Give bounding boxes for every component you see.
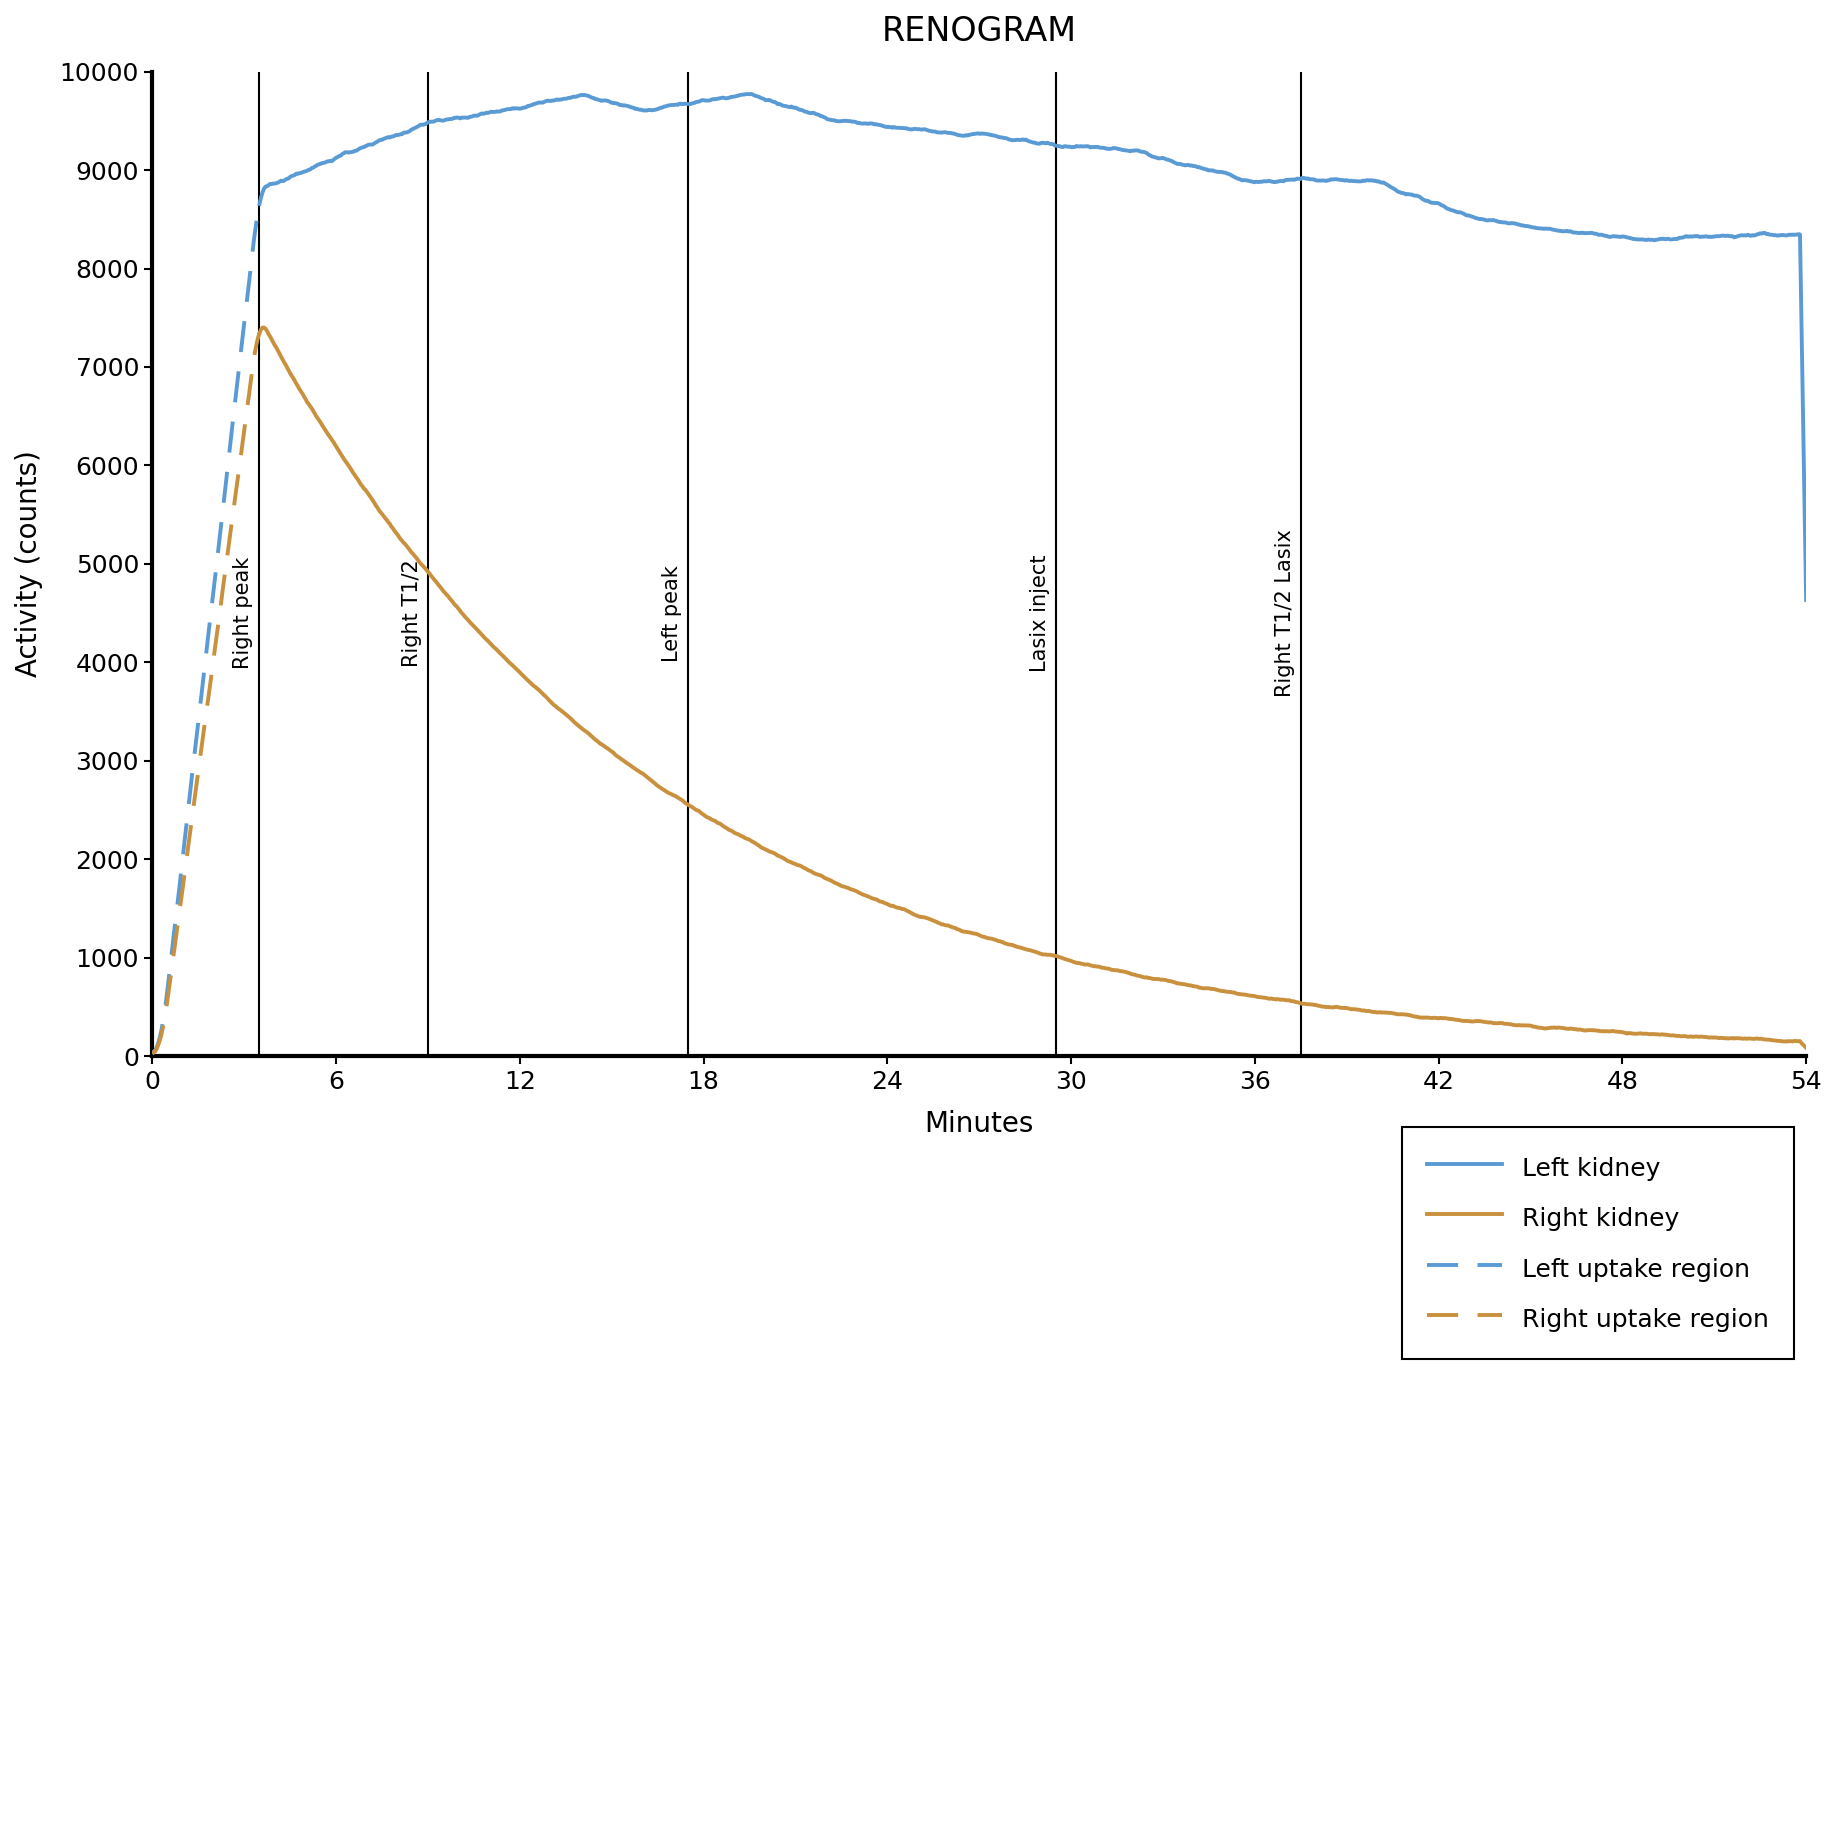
Text: Right peak: Right peak [233, 557, 254, 670]
Text: Lasix inject: Lasix inject [1029, 554, 1049, 672]
Text: Right T1/2 Lasix: Right T1/2 Lasix [1275, 530, 1295, 698]
Text: Right T1/2: Right T1/2 [402, 559, 423, 666]
Text: Left peak: Left peak [661, 565, 682, 661]
X-axis label: Minutes: Minutes [924, 1109, 1034, 1139]
Y-axis label: Activity (counts): Activity (counts) [15, 450, 42, 677]
Title: RENOGRAM: RENOGRAM [882, 15, 1076, 48]
Legend: Left kidney, Right kidney, Left uptake region, Right uptake region: Left kidney, Right kidney, Left uptake r… [1402, 1128, 1793, 1359]
